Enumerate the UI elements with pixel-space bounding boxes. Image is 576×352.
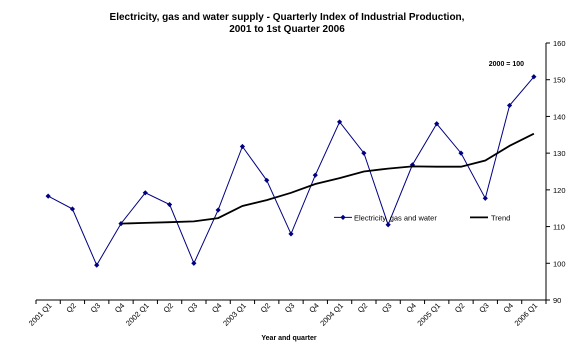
x-tick-label: Q3	[380, 301, 393, 314]
y-tick-label: 160	[553, 39, 566, 48]
data-point	[434, 121, 440, 127]
data-point	[531, 74, 537, 80]
y-tick-label: 110	[553, 223, 565, 232]
x-tick-label: Q3	[283, 301, 296, 314]
data-point	[166, 201, 173, 208]
data-point	[215, 207, 221, 213]
data-point	[69, 206, 76, 212]
x-tick-label: Q2	[356, 301, 369, 314]
legend: Electricity, gas and water Trend	[334, 213, 510, 222]
x-tick-label: 2005 Q1	[415, 301, 442, 328]
data-point	[312, 172, 318, 178]
x-tick-label: Q4	[113, 301, 126, 314]
series-line	[47, 76, 535, 267]
data-point	[239, 143, 246, 150]
x-tick-label: Q4	[404, 301, 417, 314]
x-tick-label: Q2	[453, 301, 466, 314]
data-point	[45, 193, 51, 199]
data-point	[458, 150, 464, 156]
x-tick-label: Q2	[162, 301, 175, 314]
y-tick-label: 120	[553, 186, 566, 195]
chart-subtitle: 2001 to 1st Quarter 2006	[229, 24, 345, 35]
data-point	[264, 177, 270, 183]
data-point	[142, 190, 148, 196]
series-marks	[45, 74, 537, 268]
chart-title: Electricity, gas and water supply - Quar…	[110, 12, 465, 23]
data-point	[118, 221, 124, 227]
y-tick-label: 130	[553, 149, 566, 158]
data-point	[336, 119, 343, 125]
data-point	[385, 222, 391, 228]
trend-line	[120, 132, 535, 225]
y-tick-label: 90	[553, 296, 561, 305]
data-point	[191, 260, 197, 266]
legend-label-trend: Trend	[491, 213, 510, 222]
data-point	[94, 262, 100, 268]
x-tick-label: Q3	[186, 301, 199, 314]
data-point	[361, 150, 367, 156]
data-point	[482, 195, 488, 201]
y-tick-label: 150	[553, 76, 566, 85]
x-tick-label: Q2	[64, 301, 77, 314]
y-tick-label: 100	[553, 259, 566, 268]
x-axis-title: Year and quarter	[261, 335, 317, 342]
data-point	[506, 102, 513, 109]
y-tick-label: 140	[553, 112, 566, 121]
x-tick-label: Q4	[502, 301, 515, 314]
legend-marker	[340, 214, 346, 220]
x-tick-label: Q4	[307, 301, 320, 314]
data-point	[288, 231, 294, 237]
x-tick-label: Q2	[259, 301, 272, 314]
x-tick-label: 2006 Q1	[513, 301, 540, 328]
x-tick-label: Q4	[210, 301, 223, 314]
x-tick-label: 2002 Q1	[124, 301, 151, 328]
legend-label-series: Electricity, gas and water	[354, 213, 437, 222]
base-year-note: 2000 = 100	[489, 61, 524, 68]
x-tick-label: 2003 Q1	[221, 301, 248, 328]
x-tick-label: Q3	[89, 301, 102, 314]
x-tick-label: Q3	[477, 301, 490, 314]
x-tick-label: 2004 Q1	[318, 301, 345, 328]
x-tick-label: 2001 Q1	[27, 301, 54, 328]
